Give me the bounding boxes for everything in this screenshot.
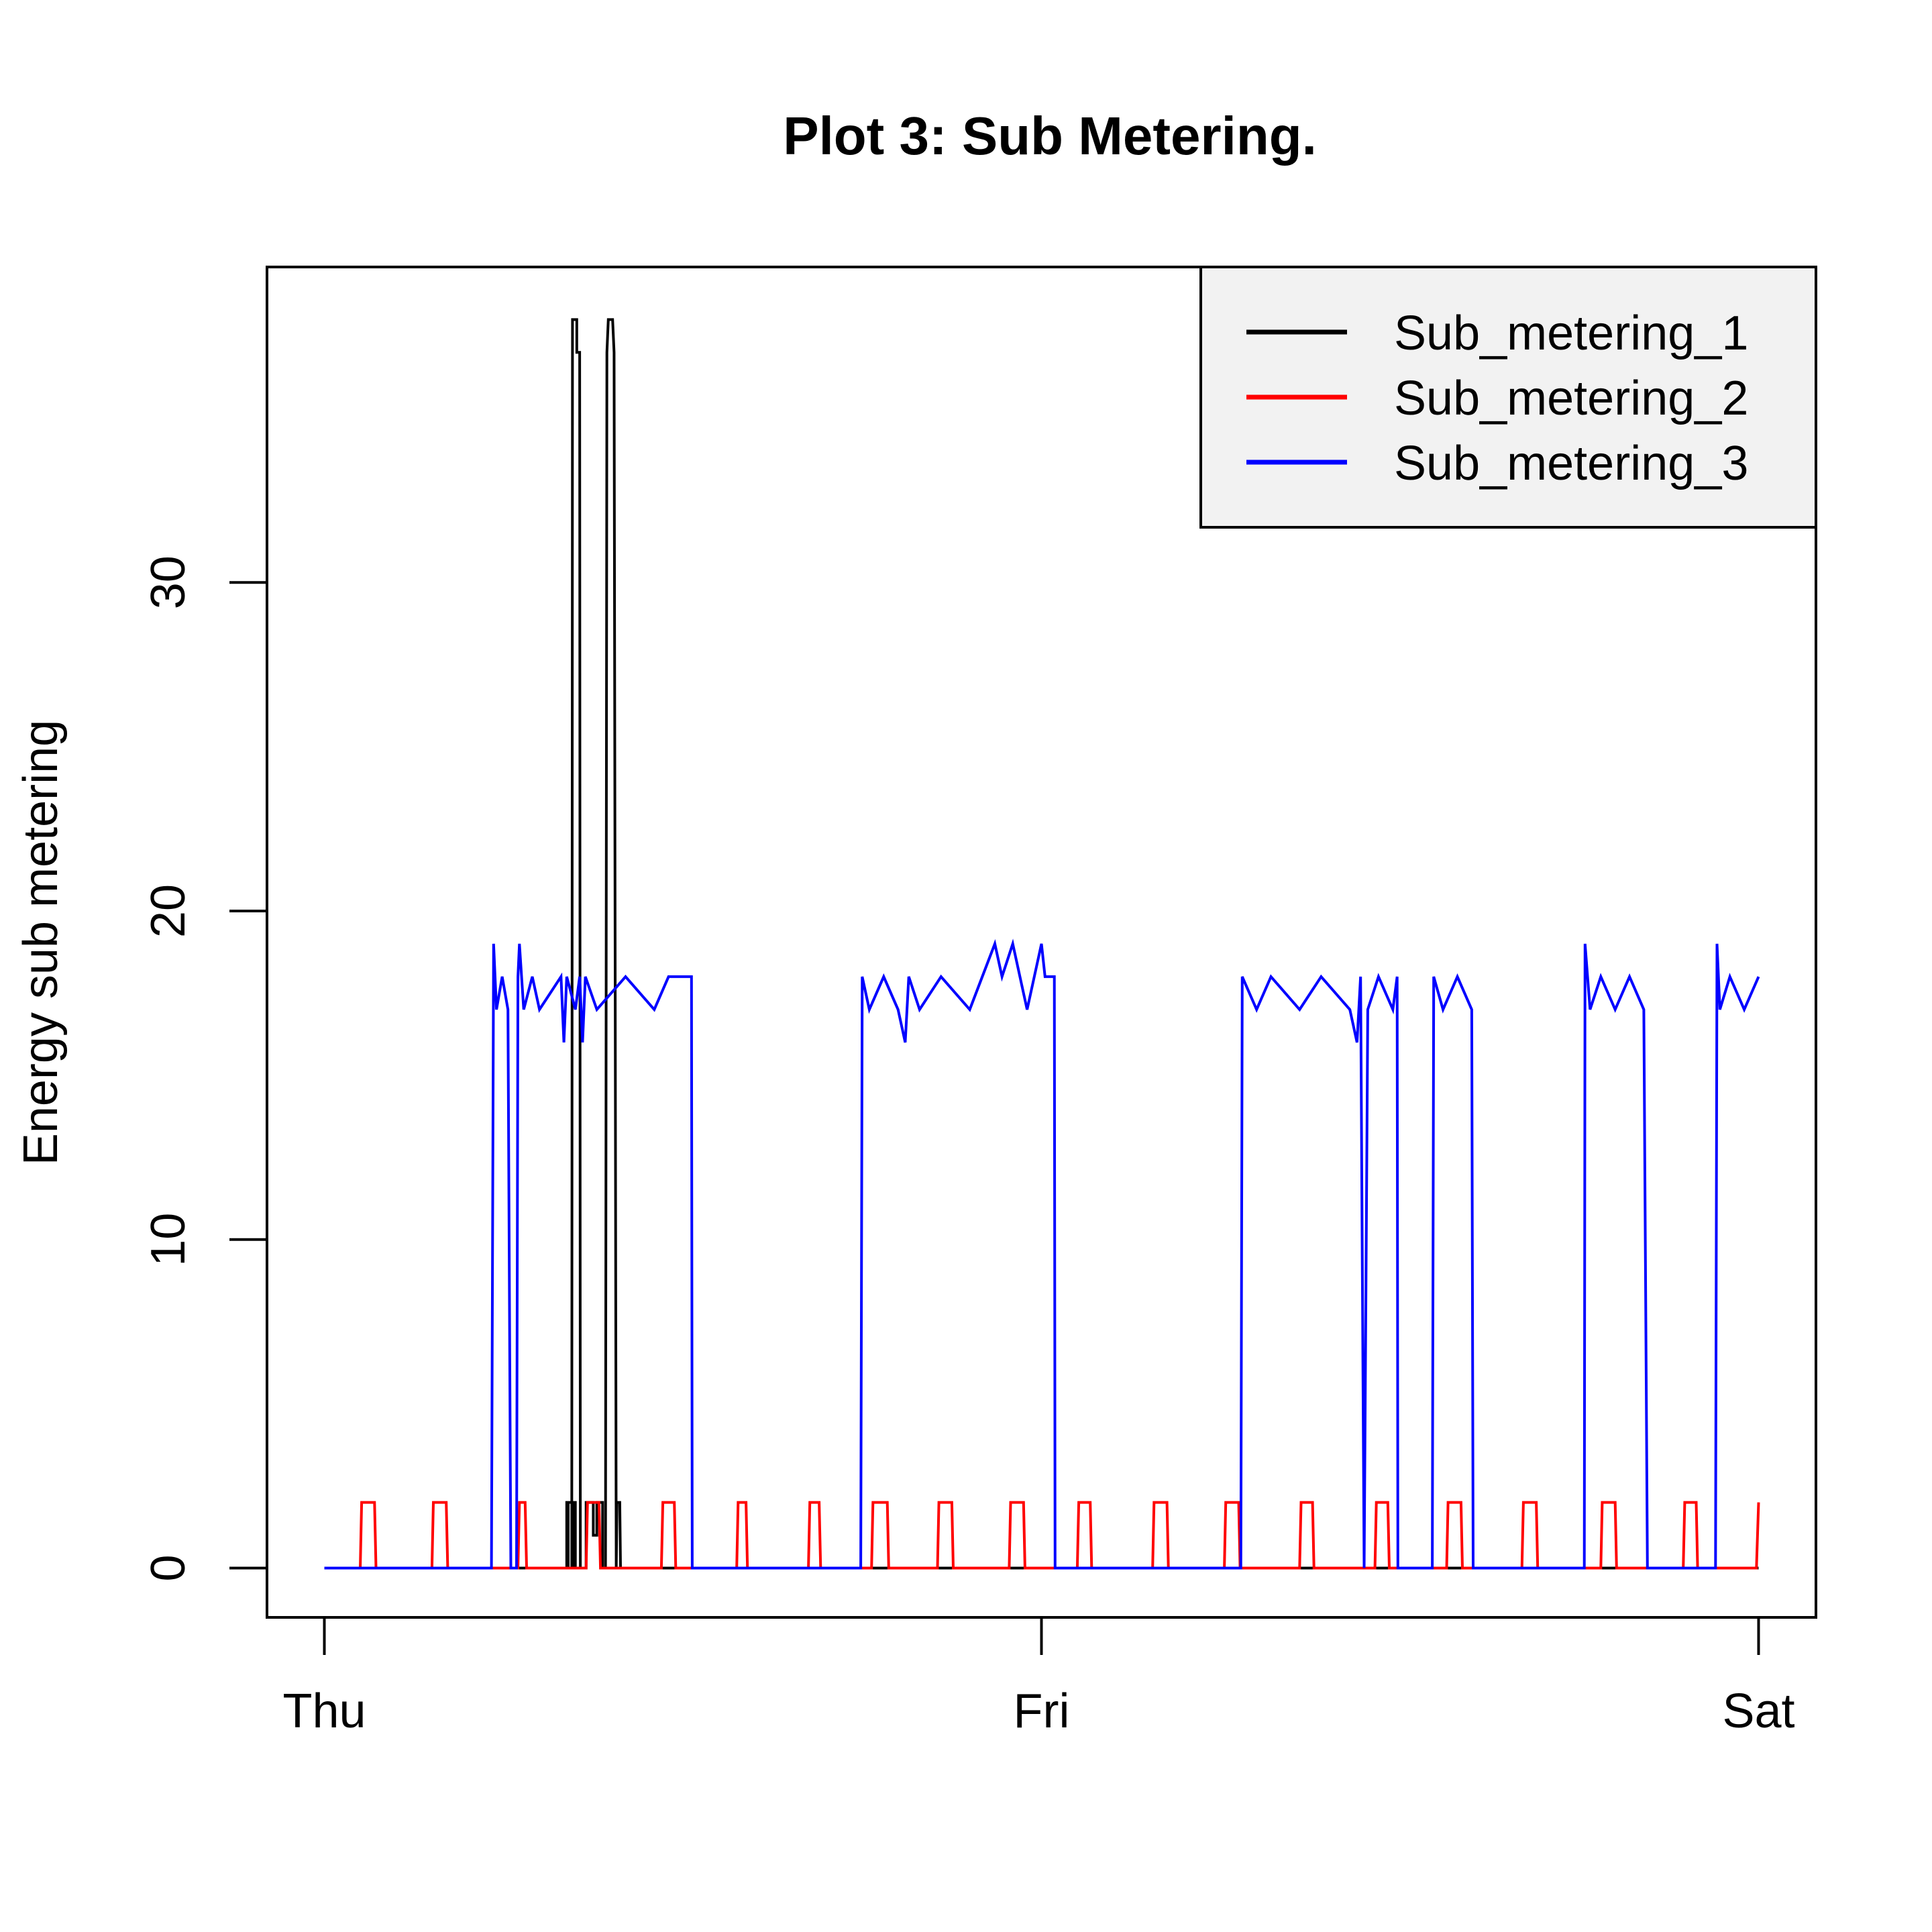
y-axis-label: Energy sub metering <box>14 720 68 1165</box>
x-tick-label: Sat <box>1722 1684 1794 1738</box>
series-layer <box>324 318 1760 1570</box>
chart-title: Plot 3: Sub Metering. <box>783 106 1317 166</box>
y-axis: 0 10 20 30 <box>142 555 268 1582</box>
x-tick-label: Fri <box>1014 1684 1070 1738</box>
series-line-2 <box>324 1501 1760 1570</box>
series-line-1 <box>324 318 1759 1570</box>
y-tick-label: 30 <box>142 555 195 609</box>
y-tick-label: 20 <box>142 884 195 938</box>
legend-label-1: Sub_metering_1 <box>1394 307 1748 360</box>
legend: Sub_metering_1 Sub_metering_2 Sub_metering… <box>1199 266 1817 529</box>
legend-items: Sub_metering_1 Sub_metering_2 Sub_metering… <box>1246 307 1748 490</box>
x-axis: Thu Fri Sat <box>282 1616 1795 1738</box>
y-tick-label: 0 <box>142 1555 195 1582</box>
legend-label-3: Sub_metering_3 <box>1394 437 1748 490</box>
x-tick-label: Thu <box>282 1684 366 1738</box>
series-line-3 <box>324 938 1760 1570</box>
y-tick-label: 10 <box>142 1213 195 1267</box>
legend-label-2: Sub_metering_2 <box>1394 372 1748 425</box>
